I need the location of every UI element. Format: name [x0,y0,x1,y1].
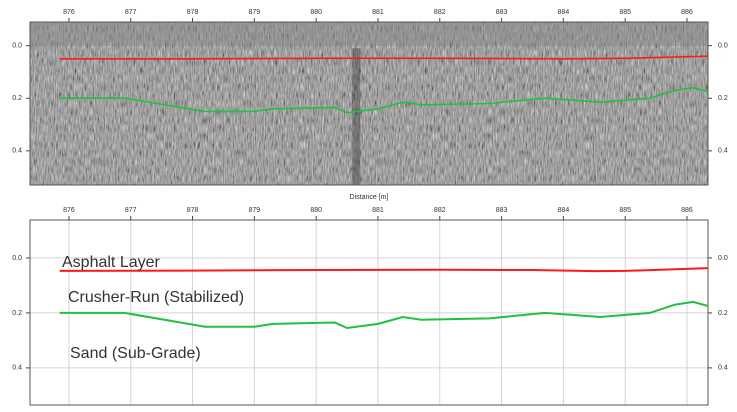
y-tick-label: 0.2 [12,95,22,102]
x-tick-label: 879 [249,9,261,16]
plot-frame [29,219,709,406]
layer-line [59,300,709,330]
x-tick-label: 882 [434,207,446,214]
x-tick-label: 884 [558,9,570,16]
layer-line [59,267,709,273]
plot-frame [29,21,709,186]
x-tick-label: 880 [310,9,322,16]
y-tick-label: 0.0 [12,43,22,50]
x-tick-label: 877 [125,207,137,214]
x-tick-label: 879 [249,207,261,214]
x-tick-label: 883 [496,9,508,16]
x-tick-label: 880 [310,207,322,214]
x-tick-label: 878 [187,207,199,214]
x-tick-label: 885 [619,9,631,16]
y-tick-label: 0.0 [718,43,728,50]
x-tick-label: 886 [681,9,693,16]
x-tick-label: 881 [372,9,384,16]
layer-line [59,86,709,114]
x-tick-label: 885 [619,207,631,214]
x-tick-label: 876 [63,207,75,214]
hyperbola [352,48,361,186]
annotation: Sand (Sub-Grade) [70,345,201,362]
y-tick-label: 0.0 [718,255,728,262]
x-tick-label: 886 [681,207,693,214]
radargram-texture [30,22,708,185]
x-tick-label: 878 [187,9,199,16]
y-tick-label: 0.2 [718,95,728,102]
layer-line [59,55,709,60]
x-tick-label: 882 [434,9,446,16]
y-tick-label: 0.4 [12,148,22,155]
y-tick-label: 0.4 [12,365,22,372]
x-tick-label: 881 [372,207,384,214]
x-tick-label: 877 [125,9,137,16]
x-axis-label: Distance [m] [350,194,389,201]
annotation: Crusher-Run (Stabilized) [68,289,244,306]
x-tick-label: 876 [63,9,75,16]
y-tick-label: 0.4 [718,148,728,155]
y-tick-label: 0.2 [12,310,22,317]
y-tick-label: 0.2 [718,310,728,317]
x-tick-label: 883 [496,207,508,214]
y-tick-label: 0.4 [718,365,728,372]
annotation: Asphalt Layer [62,254,161,271]
y-tick-label: 0.0 [12,255,22,262]
air-band [30,22,708,46]
x-tick-label: 884 [558,207,570,214]
